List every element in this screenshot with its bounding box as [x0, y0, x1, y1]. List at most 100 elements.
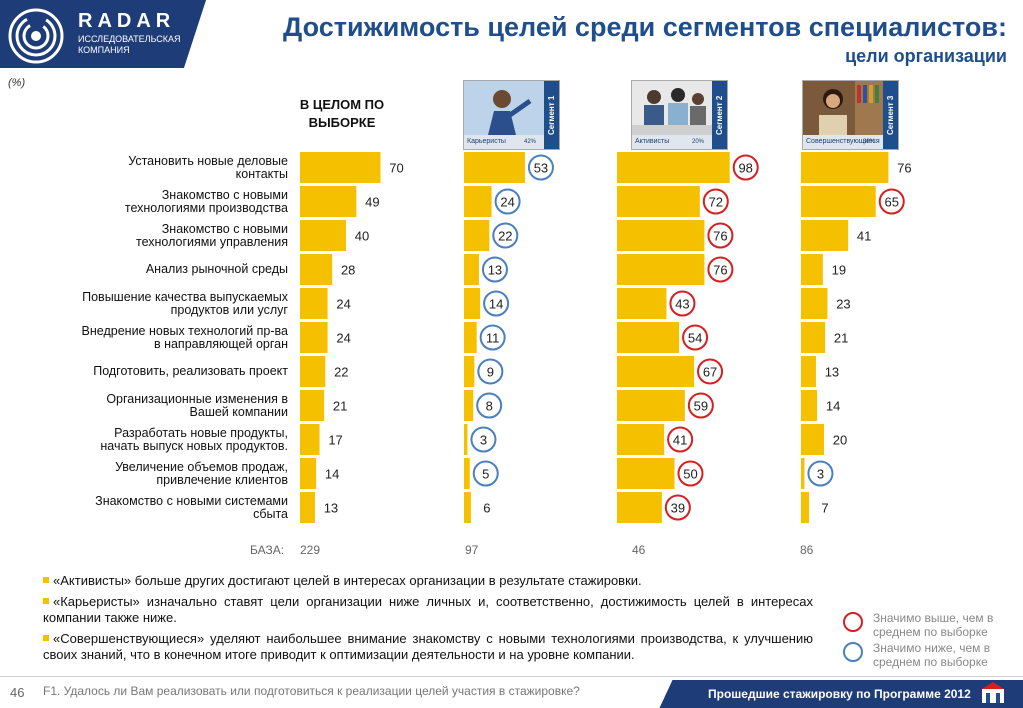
bar: [300, 220, 346, 251]
data-label: 59: [694, 399, 708, 414]
data-label: 9: [487, 365, 494, 380]
data-label: 22: [498, 229, 512, 244]
segment-2-image: Активисты 20% Сегмент 2: [631, 80, 728, 150]
significant-lower-circle: [483, 290, 510, 317]
data-label: 13: [324, 501, 338, 516]
bar: [300, 424, 320, 455]
data-label: 76: [713, 229, 727, 244]
note-item: «Активисты» больше других достигают целе…: [43, 573, 813, 589]
bar: [801, 492, 810, 523]
legend-high-text: Значимо выше, чем в среднем по выборке: [873, 611, 1023, 639]
footer-question: F1. Удалось ли Вам реализовать или подго…: [43, 684, 580, 698]
base-segment-2: 46: [632, 543, 646, 557]
data-label: 41: [857, 229, 871, 244]
segment-2-share: 20%: [692, 139, 705, 145]
bar: [464, 288, 481, 319]
significant-higher-circle: [677, 460, 704, 487]
row-label-line: Знакомство с новыми: [161, 221, 288, 236]
data-label: 23: [836, 297, 850, 312]
data-label: 76: [713, 263, 727, 278]
significant-higher-circle: [732, 154, 759, 181]
bar: [617, 254, 705, 285]
note-item: «Карьеристы» изначально ставят цели орга…: [43, 594, 813, 626]
overall-column-heading: В ЦЕЛОМ ПО ВЫБОРКЕ: [299, 97, 385, 130]
data-label: 21: [333, 399, 347, 414]
data-label: 49: [365, 195, 379, 210]
row-label: Разработать новые продукты, начать выпуск…: [20, 426, 288, 453]
segment-1-share: 42%: [524, 139, 537, 145]
data-label: 14: [325, 467, 339, 482]
note-text: «Карьеристы» изначально ставят цели орга…: [43, 594, 813, 625]
segment-1-photo-icon: [464, 81, 544, 135]
significant-higher-circle: [667, 426, 694, 453]
data-label: 72: [709, 195, 723, 210]
page-number: 46: [10, 685, 25, 700]
segment-2-caption: Активисты: [632, 135, 712, 149]
bar: [464, 322, 477, 353]
data-label: 54: [688, 331, 702, 346]
bar: [464, 356, 475, 387]
significant-higher-circle: [702, 188, 729, 215]
significant-higher-circle: [682, 324, 709, 351]
bar: [300, 458, 317, 489]
note-item: «Совершенствующиеся» уделяют наибольшее …: [43, 631, 813, 663]
row-label-line: сбыта: [253, 506, 288, 521]
bar: [617, 152, 730, 183]
bar: [464, 390, 474, 421]
bar: [801, 254, 823, 285]
data-label: 14: [489, 297, 503, 312]
bar: [801, 458, 805, 489]
data-label: 3: [480, 433, 487, 448]
bullet-square-icon: [43, 577, 49, 583]
row-label: Увеличение объемов продаж, привлечение кл…: [20, 460, 288, 487]
data-label: 5: [482, 467, 489, 482]
brand-subtitle-line1: ИССЛЕДОВАТЕЛЬСКАЯ: [78, 34, 181, 44]
brand-name: RADAR: [78, 10, 176, 32]
row-label-line: привлечение клиентов: [156, 472, 288, 487]
bar: [801, 390, 818, 421]
data-label: 6: [483, 501, 490, 516]
row-label-line: Организационные изменения в: [106, 391, 288, 406]
bar: [801, 220, 849, 251]
bar: [617, 492, 662, 523]
data-label: 13: [825, 365, 839, 380]
bar: [300, 254, 333, 285]
base-label: БАЗА:: [250, 543, 285, 557]
data-label: 24: [336, 297, 350, 312]
significant-higher-circle: [878, 188, 905, 215]
bar: [300, 152, 381, 183]
bar: [300, 186, 357, 217]
significant-lower-circle: [479, 324, 506, 351]
radar-logo-icon: [8, 8, 64, 64]
data-label: 67: [703, 365, 717, 380]
segment-1-caption: Карьеристы: [464, 135, 544, 149]
legend-low-text: Значимо ниже, чем в среднем по выборке: [873, 641, 1023, 669]
bullet-square-icon: [43, 635, 49, 641]
data-label: 14: [826, 399, 840, 414]
data-label: 40: [355, 229, 369, 244]
page-subtitle: цели организации: [845, 46, 1007, 66]
bar: [617, 390, 685, 421]
legend-low-line2: среднем по выборке: [873, 655, 988, 669]
bar: [617, 356, 695, 387]
significant-lower-circle: [492, 222, 519, 249]
brand-subtitle: ИССЛЕДОВАТЕЛЬСКАЯ КОМПАНИЯ: [78, 34, 181, 56]
segment-2-photo-icon: [632, 81, 712, 135]
segment-1-image: Карьеристы 42% Сегмент 1: [463, 80, 560, 150]
row-label-line: технологиями производства: [124, 200, 288, 215]
row-label: Знакомство с новыми технологиями управлен…: [20, 221, 288, 249]
data-label: 17: [328, 433, 342, 448]
significant-higher-circle: [687, 392, 714, 419]
significant-higher-circle: [669, 290, 696, 317]
significant-lower-circle: [481, 256, 508, 283]
segment-3-caption: Совершенствующиеся: [803, 135, 883, 149]
bar: [801, 152, 889, 183]
data-label: 41: [673, 433, 687, 448]
notes-block: «Активисты» больше других достигают целе…: [43, 573, 813, 668]
row-label: Подготовить, реализовать проект: [20, 365, 288, 378]
unit-label: (%): [8, 77, 26, 89]
footer-divider: [0, 676, 1023, 677]
program-logo-icon: [982, 682, 1004, 703]
significant-lower-circle: [807, 460, 834, 487]
